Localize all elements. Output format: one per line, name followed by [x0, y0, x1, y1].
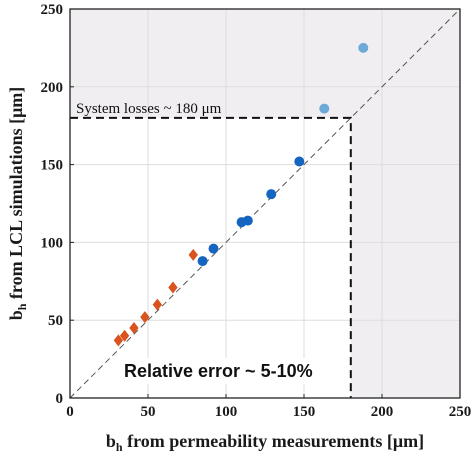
point-series-1-5	[294, 156, 305, 167]
y-tick-label-5: 250	[41, 2, 64, 18]
point-series-1-0	[197, 256, 208, 267]
point-series-0-6	[188, 248, 198, 261]
y-tick-label-1: 50	[48, 313, 63, 329]
x-tick-label-5: 250	[449, 404, 472, 420]
x-tick-label-3: 150	[293, 404, 316, 420]
relative-error-label: Relative error ~ 5-10%	[124, 361, 313, 381]
x-tick-label-2: 100	[215, 404, 238, 420]
point-series-1-1	[208, 243, 219, 254]
x-tick-labels: 0 50 100 150 200 250	[66, 394, 471, 420]
error-label-background	[120, 358, 342, 384]
y-tick-label-3: 150	[41, 158, 64, 174]
y-tick-label-4: 200	[41, 80, 64, 96]
point-series-0-1	[119, 329, 130, 342]
point-series-0-2	[129, 321, 139, 334]
point-series-1-3	[242, 215, 253, 226]
point-series-0-4	[152, 298, 163, 311]
x-axis-label: bh from permeability measurements [μm]	[106, 431, 424, 454]
reference-line-y-equals-x	[69, 8, 461, 399]
point-series-0-5	[168, 281, 178, 294]
x-axis-label-main: b	[106, 431, 116, 451]
x-tick-label-4: 200	[371, 404, 394, 420]
x-tick-label-0: 0	[66, 404, 74, 420]
point-series-1-4	[266, 189, 277, 200]
point-series-2-0	[319, 103, 330, 114]
plot-frame	[69, 8, 461, 399]
y-tick-label-0: 0	[56, 391, 64, 407]
y-axis-label-main: b	[6, 310, 26, 320]
system-losses-label: System losses ~ 180 μm	[76, 101, 222, 117]
data-points	[113, 42, 369, 347]
x-axis-label-subscript: h	[116, 440, 123, 454]
system-losses-boundary	[70, 116, 352, 398]
y-tick-label-2: 100	[41, 235, 64, 251]
x-tick-label-1: 50	[141, 404, 156, 420]
point-series-2-1	[358, 42, 369, 53]
x-axis-label-rest: from permeability measurements [μm]	[123, 431, 424, 451]
y-axis-label: bh from LCL simulations [μm]	[6, 87, 29, 321]
y-axis-label-rest: from LCL simulations [μm]	[6, 87, 26, 304]
y-axis-label-subscript: h	[15, 303, 29, 310]
y-tick-labels: 0 50 100 150 200 250	[41, 2, 74, 407]
point-series-0-0	[113, 334, 124, 347]
point-series-0-3	[140, 311, 150, 324]
